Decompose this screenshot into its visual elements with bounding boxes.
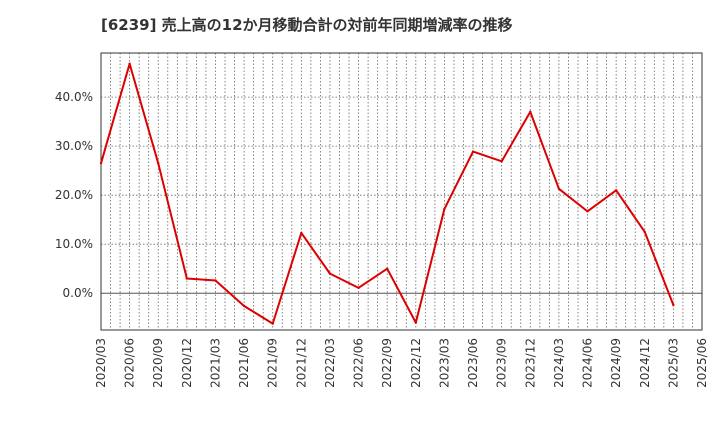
x-tick-label: 2021/03 xyxy=(208,338,222,388)
x-tick-label: 2022/03 xyxy=(323,338,337,388)
x-tick-label: 2024/06 xyxy=(581,338,595,388)
y-tick-label: 0.0% xyxy=(63,286,94,300)
x-tick-label: 2022/12 xyxy=(409,338,423,388)
data-point xyxy=(185,277,189,280)
x-tick-label: 2022/09 xyxy=(380,338,394,388)
y-tick-label: 40.0% xyxy=(55,90,93,104)
plot-frame xyxy=(100,52,703,331)
x-tick-label: 2024/03 xyxy=(552,338,566,388)
x-tick-label: 2023/03 xyxy=(437,338,451,388)
data-point xyxy=(99,162,103,165)
x-tick-label: 2021/12 xyxy=(294,338,308,388)
y-tick-label: 20.0% xyxy=(55,188,93,202)
data-point xyxy=(672,303,675,307)
x-tick-label: 2023/12 xyxy=(523,338,537,388)
data-point xyxy=(128,62,131,65)
data-point xyxy=(271,322,274,325)
chart-title: [6239] 売上高の12か月移動合計の対前年同期増減率の推移 xyxy=(101,16,513,34)
y-tick-label: 30.0% xyxy=(55,139,93,153)
x-tick-label: 2024/12 xyxy=(638,338,652,388)
x-tick-label: 2025/06 xyxy=(695,338,709,388)
data-point xyxy=(443,207,446,211)
x-tick-label: 2020/12 xyxy=(180,338,194,388)
data-point xyxy=(500,160,503,163)
x-tick-label: 2024/09 xyxy=(609,338,623,388)
data-point xyxy=(586,210,589,213)
data-point xyxy=(385,267,389,270)
x-tick-label: 2025/03 xyxy=(666,338,680,388)
x-tick-label: 2020/06 xyxy=(123,338,137,388)
data-point xyxy=(614,189,618,192)
y-tick-label: 10.0% xyxy=(55,237,93,251)
x-tick-label: 2020/09 xyxy=(151,338,165,388)
data-point xyxy=(214,279,217,282)
data-point xyxy=(242,304,246,308)
grid-layer xyxy=(101,53,702,330)
data-point xyxy=(414,321,418,324)
x-tick-label: 2021/06 xyxy=(237,338,251,388)
series-layer xyxy=(99,62,675,325)
data-point xyxy=(529,110,532,114)
data-point xyxy=(643,230,646,234)
data-point xyxy=(300,231,303,235)
data-point xyxy=(471,150,475,153)
data-point xyxy=(357,286,360,290)
data-point xyxy=(557,187,561,191)
data-point xyxy=(328,272,332,275)
x-tick-label: 2023/06 xyxy=(466,338,480,388)
x-tick-label: 2021/09 xyxy=(266,338,280,388)
x-tick-label: 2020/03 xyxy=(94,338,108,388)
x-tick-label: 2023/09 xyxy=(495,338,509,388)
label-layer: 0.0% 10.0% 20.0% 30.0% 40.0% 2020/03 2020/06 20… xyxy=(55,90,709,388)
data-point xyxy=(157,162,160,165)
x-tick-label: 2022/06 xyxy=(352,338,366,388)
axis-layer xyxy=(100,52,703,331)
